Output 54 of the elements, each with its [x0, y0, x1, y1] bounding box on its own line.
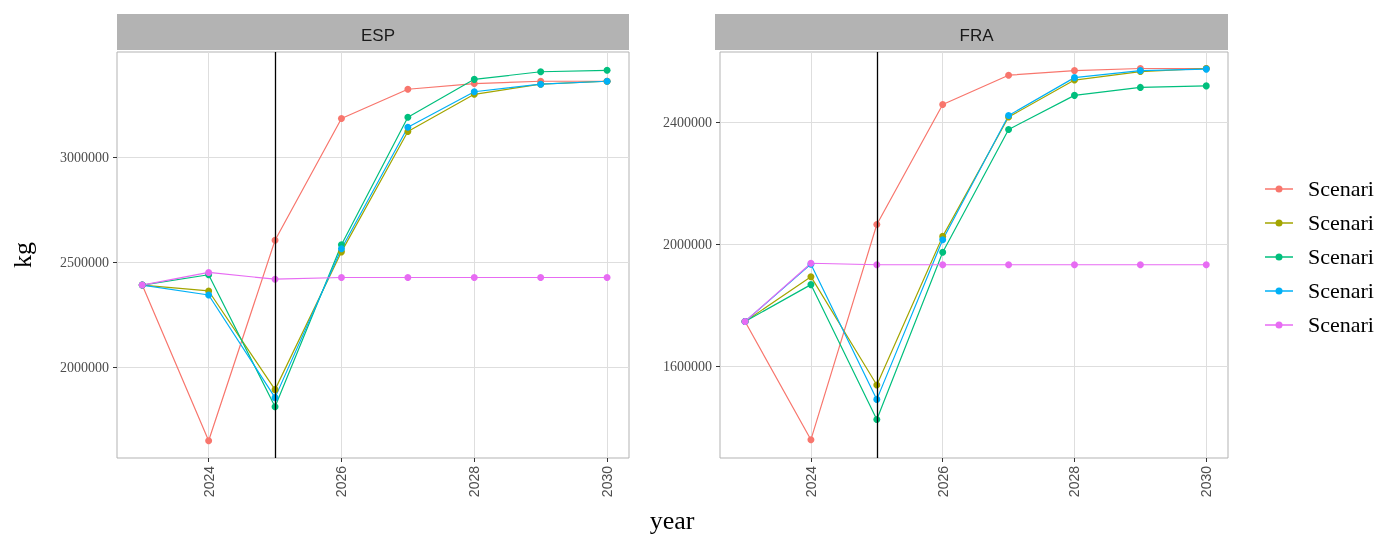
point	[1202, 82, 1210, 90]
point	[603, 274, 611, 282]
legend-label: Scenari	[1308, 312, 1374, 338]
y-axis-title: kg	[7, 242, 37, 268]
y-tick-label: 2000000	[60, 360, 109, 376]
point	[404, 123, 412, 131]
y-tick-label: 2500000	[60, 254, 109, 270]
point	[603, 66, 611, 74]
point	[337, 114, 345, 122]
point	[939, 236, 947, 244]
point	[470, 75, 478, 83]
legend-label: Scenari	[1308, 210, 1374, 236]
point	[807, 273, 815, 281]
point	[337, 274, 345, 282]
legend-label: Scenari	[1308, 278, 1374, 304]
point	[1070, 91, 1078, 99]
y-tick-label: 1600000	[663, 358, 712, 374]
y-tick-label: 3000000	[60, 149, 109, 165]
point	[1070, 261, 1078, 269]
chart-title: FRA	[959, 26, 995, 45]
x-tick-label: 2030	[599, 465, 616, 498]
point	[939, 101, 947, 108]
point	[807, 281, 815, 289]
point	[205, 291, 213, 299]
x-tick-label: 2024	[200, 465, 217, 498]
point	[1136, 83, 1144, 91]
x-axis-title: year	[648, 506, 696, 536]
chart-title: ESP	[360, 26, 396, 45]
point	[939, 248, 947, 256]
point	[470, 274, 478, 282]
point	[404, 85, 412, 93]
x-tick-label: 2028	[1066, 465, 1083, 498]
point	[1005, 126, 1013, 134]
point	[537, 274, 545, 282]
legend-label: Scenari	[1308, 176, 1374, 202]
point	[1005, 261, 1013, 269]
x-tick-label: 2024	[802, 465, 819, 498]
x-tick-label: 2026	[934, 465, 951, 498]
x-tick-label: 2026	[333, 465, 350, 498]
point	[807, 436, 815, 444]
y-tick-label: 2000000	[663, 236, 712, 252]
point	[1070, 67, 1078, 75]
point	[205, 437, 213, 445]
legend-label: Scenari	[1308, 244, 1374, 270]
point	[939, 261, 947, 269]
x-tick-label: 2028	[466, 465, 483, 498]
point	[537, 68, 545, 76]
point	[1005, 71, 1013, 79]
point	[1202, 261, 1210, 269]
y-tick-label: 2400000	[663, 114, 712, 130]
point	[404, 274, 412, 282]
point	[1136, 261, 1144, 269]
x-tick-label: 2030	[1198, 465, 1215, 498]
point	[404, 113, 412, 121]
